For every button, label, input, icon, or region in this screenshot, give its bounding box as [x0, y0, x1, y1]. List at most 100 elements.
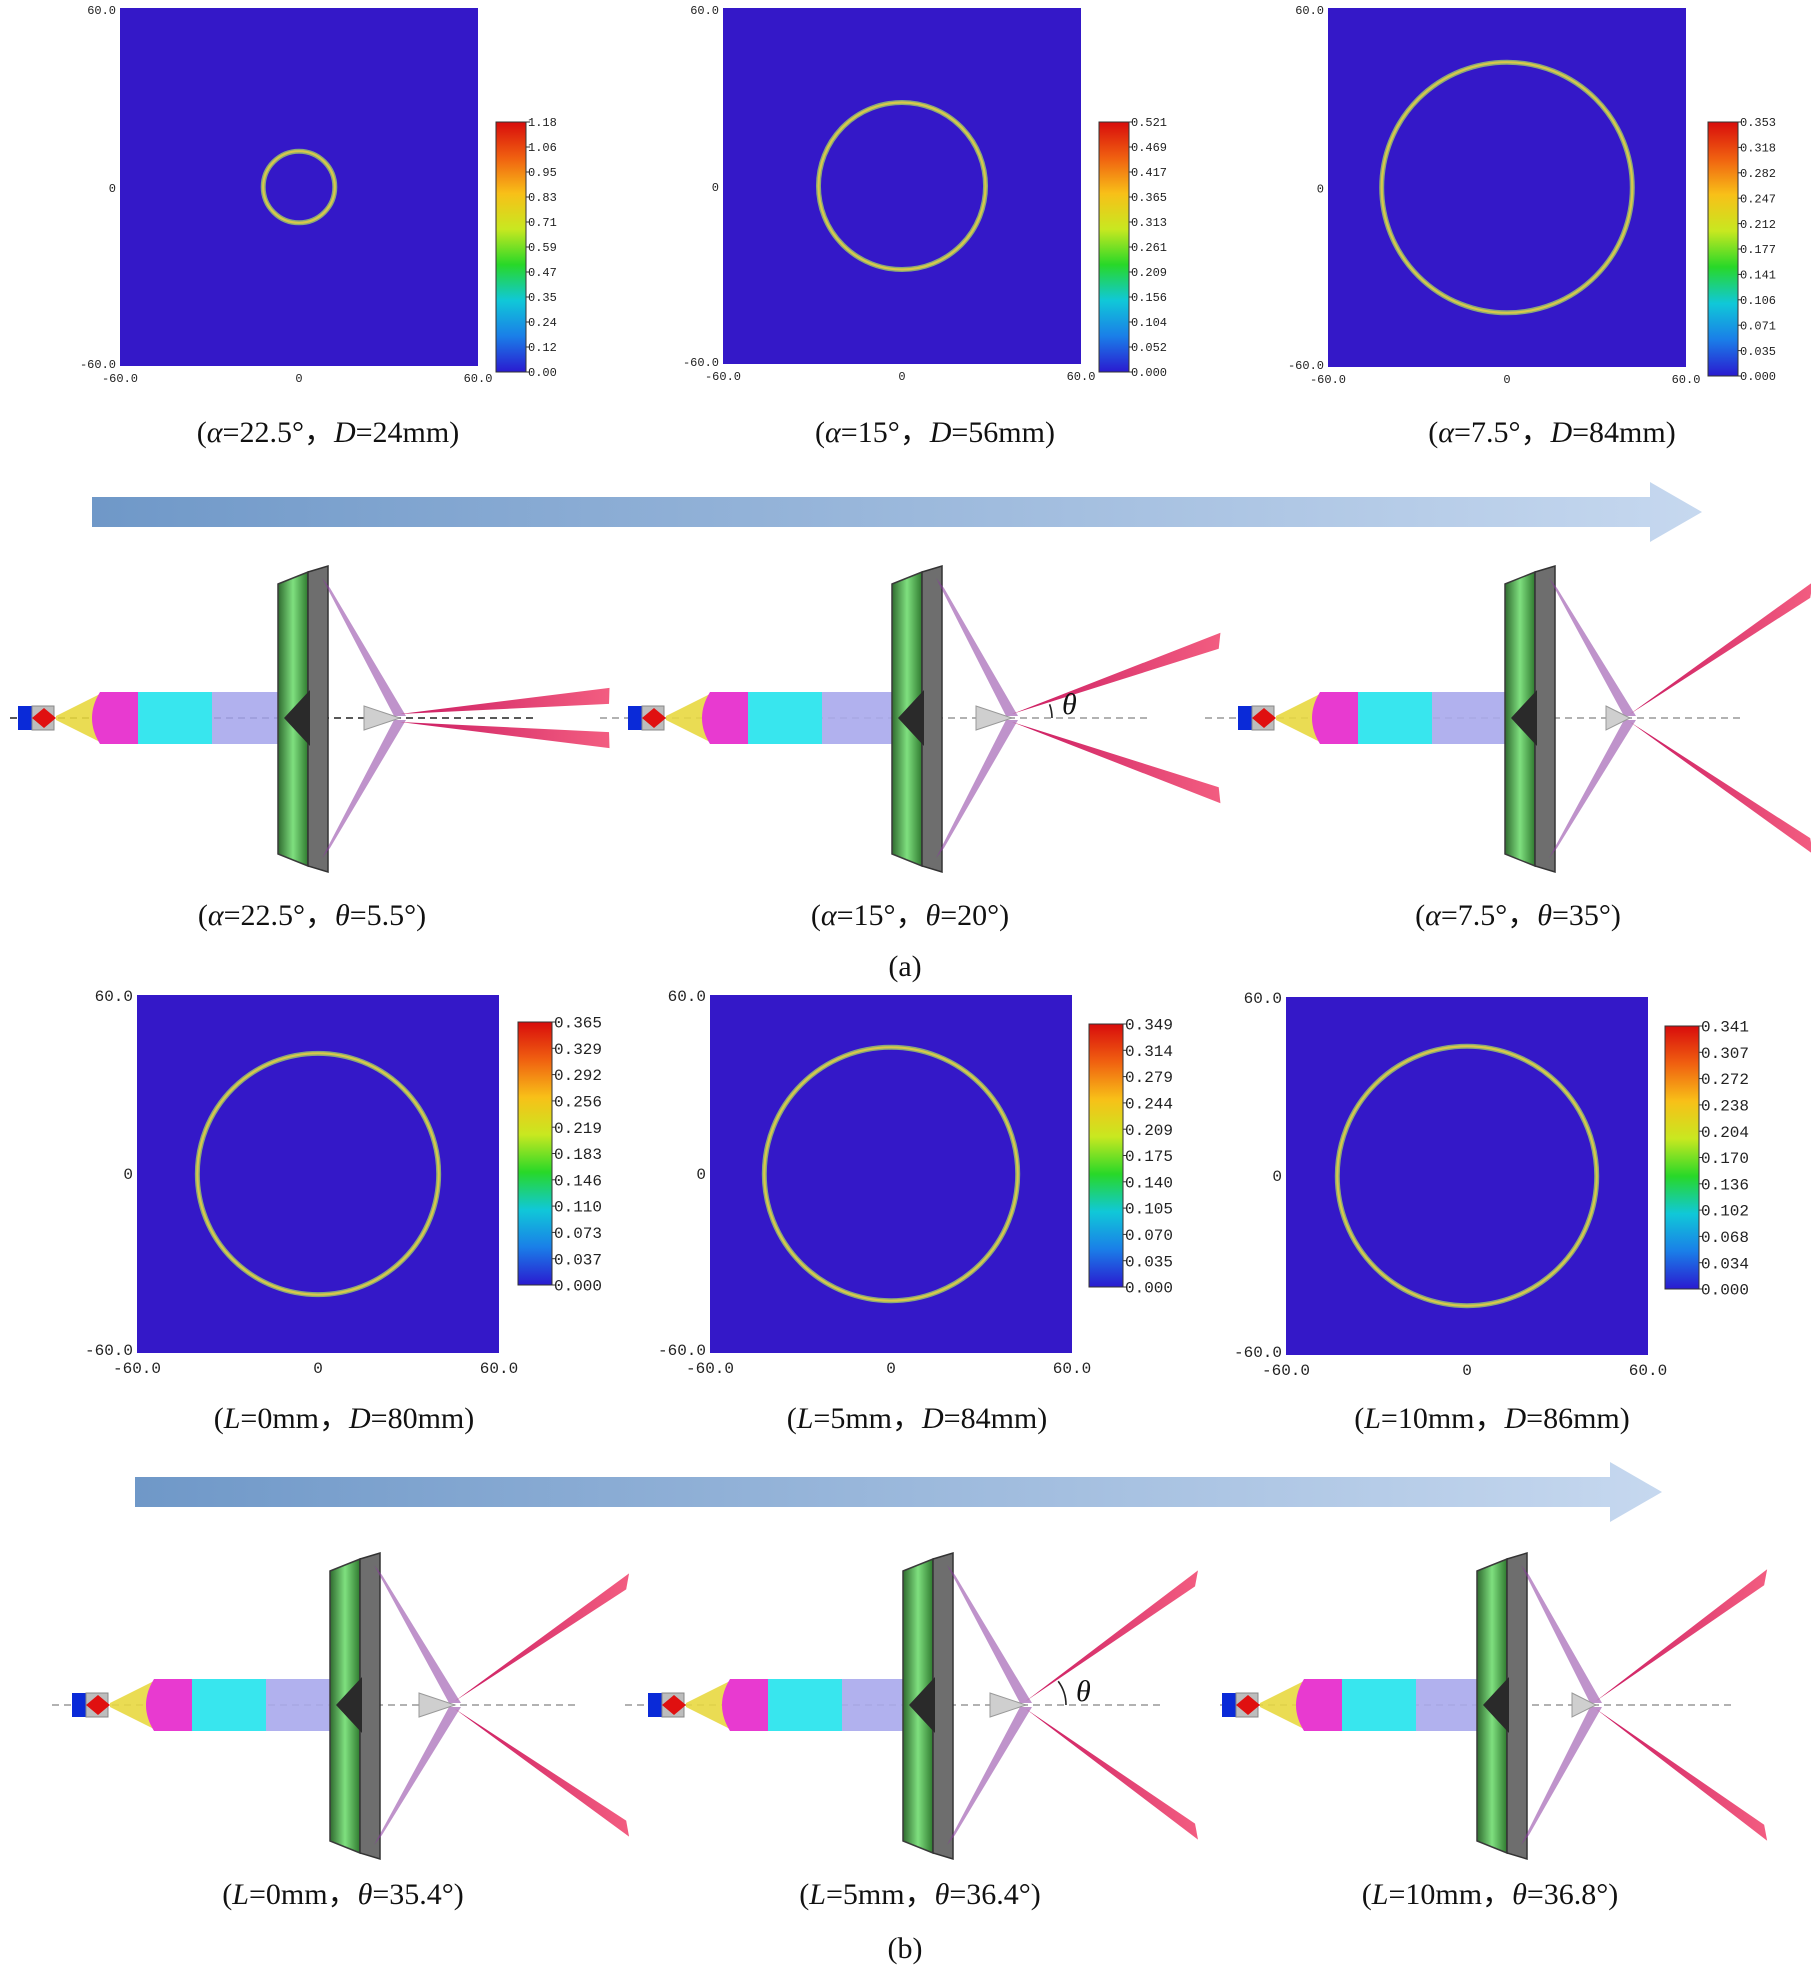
colorbar-label: 0.261: [1131, 241, 1167, 255]
colorbar-label: 0.000: [554, 1278, 602, 1296]
beam-segment-cyan: [1342, 1679, 1416, 1731]
laser-source: [1222, 1693, 1236, 1717]
laser-source: [18, 706, 32, 730]
colorbar-label: 0.104: [1131, 316, 1167, 330]
collimating-lens: [146, 1679, 192, 1731]
caption-text: =15°，: [841, 416, 930, 449]
colorbar-label: 0.106: [1740, 294, 1776, 308]
collimated-beam: [1432, 692, 1511, 744]
colorbar-label: 0.035: [1125, 1253, 1173, 1271]
y-tick-label: -60.0: [85, 1342, 133, 1360]
caption-text: (: [222, 1878, 232, 1911]
x-tick-label: -60.0: [102, 372, 138, 386]
x-tick-label: 60.0: [480, 1360, 518, 1378]
caption-variable: D: [348, 1402, 371, 1435]
light-ring-core: [196, 1052, 440, 1296]
caption-text: =20°): [940, 899, 1009, 932]
collimated-beam: [822, 692, 898, 744]
caption-text: =80mm): [371, 1402, 475, 1435]
central-cone: [363, 705, 402, 731]
caption: (L=10mm，D=86mm): [1354, 1402, 1630, 1435]
colorbar-label: 1.18: [528, 116, 557, 130]
caption-text: (: [1428, 416, 1438, 449]
colorbar-label: 0.313: [1131, 216, 1167, 230]
panel-label-b: (b): [888, 1932, 923, 1965]
caption-variable: θ: [926, 899, 941, 932]
caption-text: =5mm，: [813, 1402, 922, 1435]
axicon-plate-edge: [359, 1551, 381, 1861]
caption-text: =15°，: [837, 899, 926, 932]
reflected-beam-lower: [936, 720, 1018, 858]
caption-variable: D: [929, 416, 952, 449]
collimating-lens: [1296, 1679, 1342, 1731]
caption-variable: L: [231, 1878, 249, 1911]
beam-segment-cyan: [192, 1679, 266, 1731]
caption-variable: θ: [1512, 1878, 1527, 1911]
colorbar-label: 0.102: [1701, 1203, 1749, 1221]
y-tick-label: -60.0: [683, 356, 719, 370]
colorbar-label: 0.071: [1740, 319, 1776, 333]
colorbar-label: 0.349: [1125, 1017, 1173, 1035]
caption-variable: L: [796, 1402, 814, 1435]
caption-variable: α: [208, 899, 225, 932]
reflected-beam-upper: [1549, 578, 1636, 716]
central-cone: [989, 1692, 1028, 1718]
caption-variable: L: [808, 1878, 826, 1911]
colorbar-label: 0.314: [1125, 1043, 1173, 1061]
caption-text: =84mm): [944, 1402, 1048, 1435]
output-ray-upper: [1596, 1569, 1768, 1701]
collimated-beam: [842, 1679, 909, 1731]
y-tick-label: 60.0: [1244, 990, 1282, 1008]
caption-variable: α: [825, 416, 842, 449]
y-tick-label: -60.0: [1234, 1344, 1282, 1362]
colorbar-label: 0.037: [554, 1251, 602, 1269]
reflector-cone: [909, 1677, 935, 1733]
caption-variable: θ: [1537, 899, 1552, 932]
caption-variable: L: [223, 1402, 241, 1435]
output-ray-lower: [1630, 722, 1811, 853]
caption: (α=22.5°，D=24mm): [197, 416, 459, 449]
diverging-beam: [686, 1681, 730, 1729]
intensity-plot-row1: 60.0 0 -60.0-60.0 0 60.0 0.521 0.469 0.417 0.365…: [683, 4, 1167, 384]
central-cone: [1571, 1692, 1598, 1718]
output-ray-lower: [1596, 1709, 1768, 1841]
reflected-beam-lower: [374, 1707, 461, 1845]
caption: (L=5mm，θ=36.4°): [799, 1878, 1040, 1911]
colorbar-label: 0.59: [528, 241, 557, 255]
reflector-cone: [1511, 690, 1537, 746]
colorbar-label: 0.417: [1131, 166, 1167, 180]
diverging-beam: [666, 694, 710, 742]
colorbar-label: 0.71: [528, 216, 557, 230]
y-tick-label: 0: [1272, 1168, 1282, 1186]
caption: (L=0mm，D=80mm): [214, 1402, 475, 1435]
diverging-beam: [1276, 694, 1320, 742]
colorbar-label: 0.469: [1131, 141, 1167, 155]
light-ring-core: [817, 101, 987, 271]
x-tick-label: 60.0: [1672, 373, 1701, 387]
x-tick-label: -60.0: [1310, 373, 1346, 387]
caption-text: =7.5°，: [1454, 416, 1550, 449]
caption: (L=10mm，θ=36.8°): [1362, 1878, 1618, 1911]
colorbar-label: 0.156: [1131, 291, 1167, 305]
colorbar-label: 0.140: [1125, 1174, 1173, 1192]
intensity-plot-row1: 60.0 0 -60.0-60.0 0 60.0 0.353 0.318 0.282 0.247…: [1288, 4, 1776, 387]
central-cone: [1605, 705, 1632, 731]
reflected-beam-upper: [374, 1565, 461, 1703]
reflected-beam-upper: [1521, 1565, 1602, 1703]
colorbar-label: 0.247: [1740, 192, 1776, 206]
collimating-lens: [722, 1679, 768, 1731]
caption-text: =22.5°，: [223, 416, 334, 449]
emitter: [1252, 708, 1276, 728]
colorbar-label: 0.521: [1131, 116, 1167, 130]
y-tick-label: 60.0: [87, 4, 116, 18]
laser-source: [648, 1693, 662, 1717]
colorbar-label: 0.307: [1701, 1045, 1749, 1063]
caption-variable: θ: [935, 1878, 950, 1911]
colorbar-label: 0.175: [1125, 1148, 1173, 1166]
x-tick-label: 0: [295, 372, 302, 386]
output-ray-lower: [1026, 1709, 1198, 1840]
colorbar-label: 0.282: [1740, 167, 1776, 181]
x-tick-label: 0: [1503, 373, 1510, 387]
colorbar: [1664, 1025, 1700, 1290]
